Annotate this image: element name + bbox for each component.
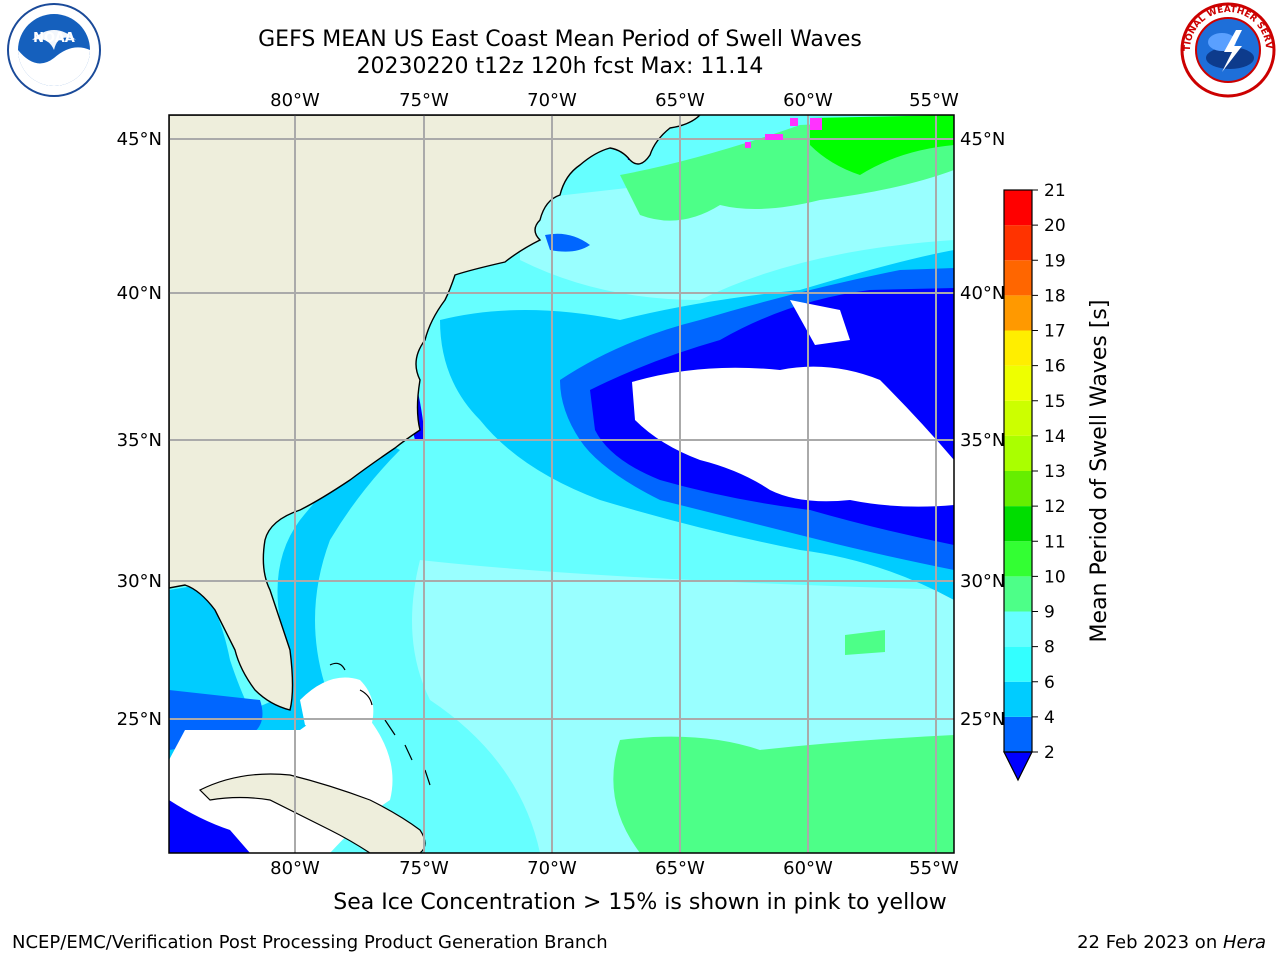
lat-labels-right: 45°N 40°N 35°N 30°N 25°N [960,129,1005,730]
colorbar-tick-label: 4 [1044,708,1055,728]
nws-logo: NATIONAL WEATHER SERVICE [1178,2,1276,98]
lat-label: 35°N [117,430,162,451]
lat-label: 45°N [117,129,162,150]
colorbar-segment [1004,646,1032,682]
credit-branch: NCEP/EMC/Verification Post Processing Pr… [12,932,608,953]
lon-label: 80°W [270,90,320,111]
map-frame [168,114,955,854]
credit-date-text: 22 Feb 2023 on [1077,932,1223,953]
lon-label: 60°W [783,858,833,879]
lon-label: 60°W [783,90,833,111]
lon-label: 55°W [909,858,959,879]
land-bahamas [329,662,431,786]
sea-ice-note: Sea Ice Concentration > 15% is shown in … [333,890,947,915]
lon-label: 70°W [527,858,577,879]
field-no-data-ocean [632,366,954,507]
lat-label: 45°N [960,129,1005,150]
sea-ice-marks [745,118,822,148]
colorbar-tick-label: 16 [1044,357,1066,377]
colorbar-tick-label: 9 [1044,603,1055,623]
colorbar-tick-label: 15 [1044,392,1066,412]
colorbar-segment [1004,681,1032,717]
colorbar-segment [1004,365,1032,401]
field-no-data-ocean-2 [790,300,850,345]
lon-label: 55°W [909,90,959,111]
colorbar-segment [1004,576,1032,612]
field-caribbean-blue [169,800,250,853]
colorbar-tick-label: 20 [1044,216,1066,236]
credit-machine: Hera [1222,932,1266,953]
lon-label: 80°W [270,858,320,879]
lat-label: 30°N [117,571,162,592]
lat-label: 30°N [960,571,1005,592]
land [169,115,701,711]
colorbar-tick-label: 12 [1044,497,1066,517]
colorbar: 2 4 6 8 9 10 11 12 13 14 15 16 17 18 19 20 21 [1003,181,1066,782]
colorbar-tick-label: 21 [1044,181,1066,201]
field-9-10-south [613,735,954,853]
colorbar-segment [1004,541,1032,577]
colorbar-tick-label: 8 [1044,638,1055,658]
colorbar-segment [1004,260,1032,296]
noaa-logo: NOAA [7,3,101,97]
map-field [169,115,954,853]
colorbar-segment [1004,295,1032,331]
lat-label: 25°N [960,709,1005,730]
lat-label: 25°N [117,709,162,730]
chart-subtitle: 20230220 t12z 120h fcst Max: 11.14 [356,54,764,79]
credit-date: 22 Feb 2023 on Hera [1077,932,1266,953]
lon-label: 75°W [399,90,449,111]
lat-label: 40°N [117,283,162,304]
chart-title: GEFS MEAN US East Coast Mean Period of S… [258,27,862,52]
colorbar-segment [1004,611,1032,647]
lon-labels-bottom: 80°W 75°W 70°W 65°W 60°W 55°W [270,858,959,879]
colorbar-segment [1004,400,1032,436]
lon-label: 65°W [655,90,705,111]
colorbar-segment [1004,330,1032,366]
colorbar-tick-label: 19 [1044,251,1066,271]
colorbar-under-triangle [1003,751,1033,782]
colorbar-tick-label: 17 [1044,322,1066,342]
colorbar-tick-label: 2 [1044,743,1055,763]
colorbar-segment [1004,225,1032,261]
field-nj-blue [545,233,590,252]
colorbar-segment [1004,190,1032,226]
lon-label: 65°W [655,858,705,879]
lat-label: 35°N [960,430,1005,451]
field-gulf [169,585,250,710]
colorbar-tick-label: 11 [1044,532,1066,552]
map-grid [169,115,954,853]
colorbar-tick-label: 14 [1044,427,1066,447]
colorbar-tick-label: 13 [1044,462,1066,482]
colorbar-tick-label: 6 [1044,673,1055,693]
colorbar-segment [1004,506,1032,542]
lon-labels-top: 80°W 75°W 70°W 65°W 60°W 55°W [270,90,959,111]
colorbar-segment [1004,471,1032,507]
colorbar-segment [1004,716,1032,752]
colorbar-tick-label: 18 [1044,286,1066,306]
lon-label: 70°W [527,90,577,111]
colorbar-segment [1004,435,1032,471]
field-9-10-mid [845,630,885,655]
lat-label: 40°N [960,283,1005,304]
lon-label: 75°W [399,858,449,879]
colorbar-label: Mean Period of Swell Waves [s] [1087,300,1112,643]
lat-labels-left: 45°N 40°N 35°N 30°N 25°N [117,129,162,730]
colorbar-tick-label: 10 [1044,567,1066,587]
field-10-11 [810,115,954,175]
noaa-logo-text: NOAA [33,31,75,46]
